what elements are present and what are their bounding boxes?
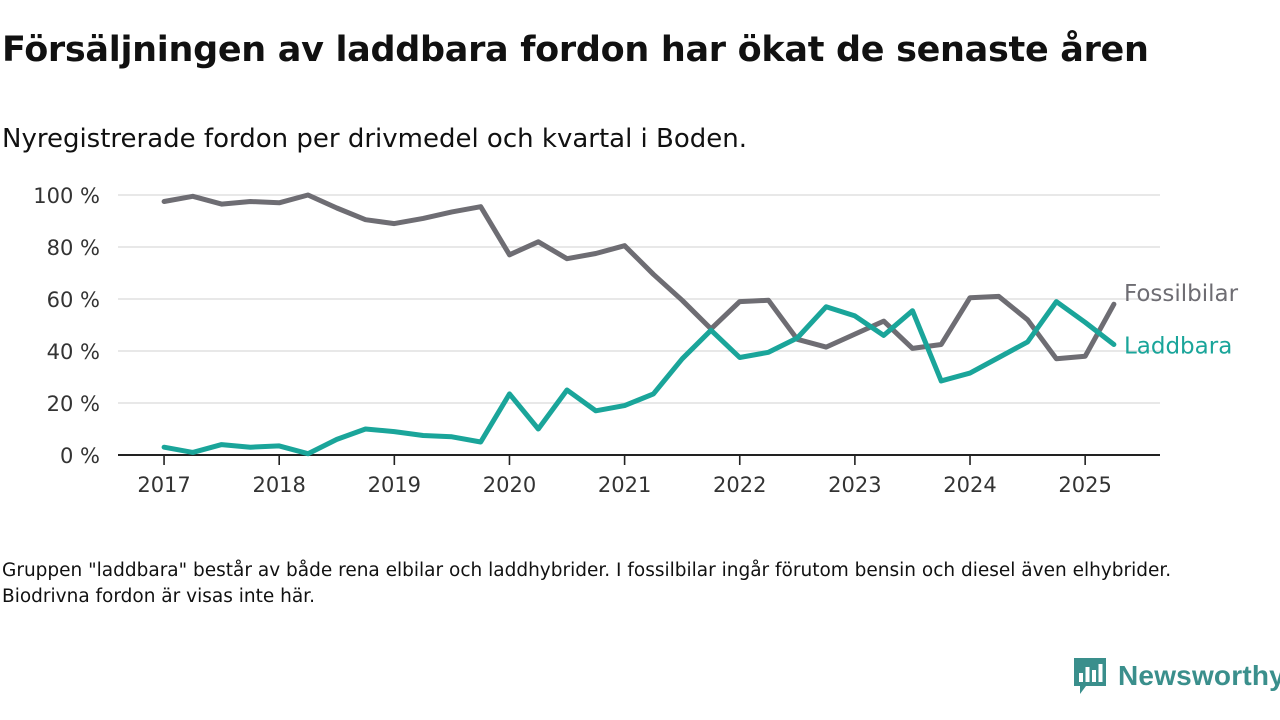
newsworthy-logo-icon <box>1074 658 1106 694</box>
y-tick-label: 40 % <box>47 340 100 364</box>
chart-subtitle: Nyregistrerade fordon per drivmedel och … <box>2 124 748 154</box>
x-tick-label: 2019 <box>368 473 421 497</box>
series-line-laddbara <box>161 299 1117 457</box>
x-tick-label: 2021 <box>598 473 651 497</box>
y-tick-label: 60 % <box>47 288 100 312</box>
series-labels: Fossilbilar Laddbara <box>1124 281 1239 359</box>
brand-name: Newsworthy <box>1118 660 1280 691</box>
chart-title: Försäljningen av laddbara fordon har öka… <box>2 30 1149 70</box>
y-tick-label: 100 % <box>33 184 100 208</box>
y-tick-label: 0 % <box>60 444 100 468</box>
series-label-laddbara: Laddbara <box>1124 334 1232 360</box>
footnote: Gruppen "laddbara" består av både rena e… <box>2 560 1172 607</box>
x-tick-label: 2025 <box>1058 473 1111 497</box>
x-tick-label: 2017 <box>137 473 190 497</box>
x-tick-label: 2018 <box>252 473 305 497</box>
y-tick-label: 80 % <box>47 236 100 260</box>
series-lines <box>161 192 1117 457</box>
x-tick-label: 2020 <box>483 473 536 497</box>
x-tick-label: 2024 <box>943 473 996 497</box>
y-tick-label: 20 % <box>47 392 100 416</box>
series-label-fossilbilar: Fossilbilar <box>1124 281 1239 307</box>
brand-logo[interactable]: Newsworthy <box>1072 656 1280 696</box>
axes: 0 % 20 % 40 % 60 % 80 % 100 % 2017 2018 2019 2020… <box>33 184 1160 497</box>
series-line-fossilbilar <box>161 192 1117 362</box>
x-tick-label: 2022 <box>713 473 766 497</box>
x-tick-label: 2023 <box>828 473 881 497</box>
line-chart: 0 % 20 % 40 % 60 % 80 % 100 % 2017 2018 2019 2020… <box>33 184 1239 497</box>
